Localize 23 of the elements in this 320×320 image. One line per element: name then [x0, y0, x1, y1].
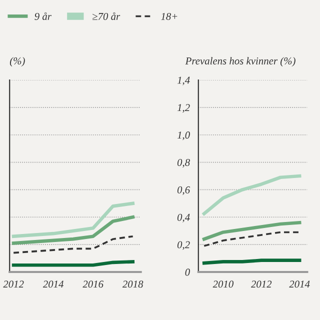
line-series: [203, 231, 300, 247]
y-axis-title: Prevalens hos kvinner (%): [185, 57, 296, 67]
x-tick-label: 2012: [3, 280, 24, 288]
y-tick-label: 1,4: [177, 76, 190, 86]
line-series: [202, 174, 302, 216]
y-tick-label: 0,6: [177, 186, 190, 195]
y-tick-label: 0,8: [177, 158, 190, 168]
x-tick-label: 2012: [250, 280, 272, 288]
legend-label: ≥70 år: [92, 12, 120, 20]
line-series: [202, 220, 302, 241]
x-tick-label: 2018: [122, 280, 144, 288]
legend-label: 18+: [161, 12, 178, 20]
x-tick-label: 2014: [289, 280, 310, 288]
legend-label: 9 år: [34, 12, 52, 20]
x-tick-label: 2016: [82, 280, 104, 288]
x-tick-label: 2014: [42, 280, 64, 288]
y-tick-label: 0,2: [177, 241, 190, 250]
y-axis-title: (%): [10, 57, 25, 67]
y-tick-label: 1,2: [177, 104, 190, 113]
y-tick-label: 0,4: [177, 214, 190, 222]
y-tick-label: 0: [185, 268, 190, 276]
y-tick-label: 1,0: [177, 132, 190, 140]
x-tick-label: 2010: [212, 280, 234, 288]
